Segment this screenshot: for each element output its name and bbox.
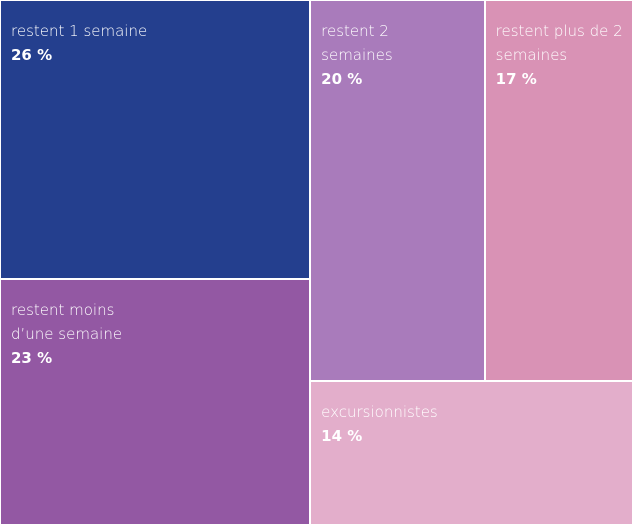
category-label: restent moins d’une semaine xyxy=(11,300,123,343)
tile: restent moins d’une semaine 23 % xyxy=(0,278,311,525)
tile: restent plus de 2 semaines 17 % xyxy=(484,0,633,381)
tile: excursionnistes 14 % xyxy=(310,380,633,525)
value-label: 20 % xyxy=(321,70,363,88)
tile: restent 1 semaine 26 % xyxy=(0,0,311,279)
value-label: 17 % xyxy=(495,70,537,88)
tile-label: restent moins d’une semaine 23 % xyxy=(11,298,151,370)
tile-label: excursionnistes 14 % xyxy=(321,400,461,448)
tile: restent 2 semaines 20 % xyxy=(310,0,485,381)
tile-label: restent 1 semaine 26 % xyxy=(11,19,151,67)
category-label: restent 1 semaine xyxy=(11,22,148,40)
category-label: restent plus de 2 semaines xyxy=(495,22,623,64)
tile-label: restent 2 semaines 20 % xyxy=(321,19,461,91)
tile-label: restent plus de 2 semaines 17 % xyxy=(495,19,632,91)
value-label: 23 % xyxy=(11,348,53,367)
value-label: 14 % xyxy=(321,426,363,445)
category-label: excursionnistes xyxy=(321,402,438,421)
category-label: restent 2 semaines xyxy=(321,22,393,64)
value-label: 26 % xyxy=(11,46,53,64)
